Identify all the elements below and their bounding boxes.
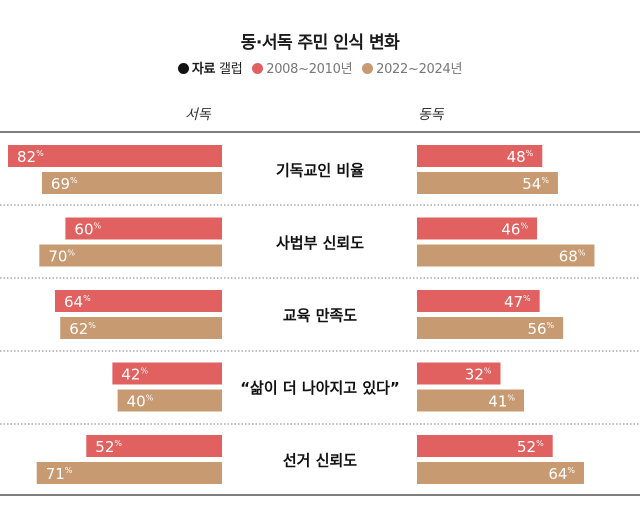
- bar-east-4-0: [417, 435, 553, 457]
- bar-west-3-0: [112, 362, 222, 385]
- bar-east-0-0: [417, 145, 543, 167]
- bar-west-0-0: [8, 145, 222, 167]
- series-1-dot-icon: [362, 63, 374, 74]
- bar-west-4-0: [86, 435, 222, 457]
- bar-east-2-0: [417, 290, 540, 312]
- legend-series-0: 2008~2010년: [252, 58, 353, 77]
- source-dot-icon: [177, 63, 189, 74]
- legend-series-1: 2022~2024년: [362, 58, 462, 77]
- bar-west-1-0: [65, 217, 222, 240]
- bar-west-0-1: [41, 172, 222, 194]
- panel-label-east: 동독: [418, 107, 444, 123]
- legend-source-name: 갤럽: [219, 62, 243, 77]
- panel-label-west: 서독: [185, 107, 211, 123]
- bar-west-2-0: [54, 290, 222, 312]
- bar-west-1-1: [39, 244, 222, 267]
- category-label-0: 기독교인 비율: [276, 162, 364, 180]
- category-label-2: 교육 만족도: [283, 307, 357, 325]
- legend: 자료 갤럽 2008~2010년 2022~2024년: [0, 58, 640, 77]
- bar-east-1-1: [417, 244, 595, 267]
- legend-series-0-label: 2008~2010년: [266, 62, 353, 77]
- bar-east-2-1: [417, 317, 564, 339]
- legend-source: 자료 갤럽: [177, 58, 243, 77]
- bar-east-3-0: [417, 362, 501, 385]
- bar-east-1-0: [417, 217, 538, 240]
- legend-series-1-label: 2022~2024년: [376, 62, 463, 77]
- category-label-4: 선거 신뢰도: [283, 452, 357, 470]
- bar-west-2-1: [60, 317, 222, 339]
- bar-east-0-1: [417, 172, 558, 194]
- bar-west-3-1: [117, 389, 222, 412]
- bar-east-4-1: [417, 462, 585, 484]
- series-0-dot-icon: [252, 63, 264, 74]
- category-label-3: “삶이 더 나아지고 있다”: [240, 379, 400, 397]
- chart-title: 동·서독 주민 인식 변화: [240, 33, 400, 53]
- legend-source-label: 자료: [191, 62, 216, 77]
- bar-east-3-1: [417, 389, 524, 412]
- bar-west-4-1: [36, 462, 222, 484]
- category-label-1: 사법부 신뢰도: [276, 234, 364, 252]
